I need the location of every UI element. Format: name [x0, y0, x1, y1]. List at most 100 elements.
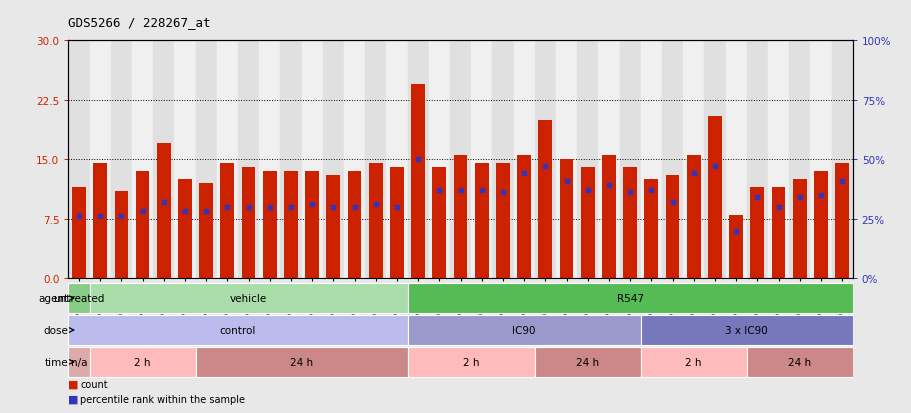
Bar [725, 41, 746, 278]
Bar [432, 168, 445, 278]
Bar [302, 41, 322, 278]
Text: dose: dose [44, 325, 68, 335]
Bar [619, 41, 640, 278]
Bar [640, 41, 661, 278]
Point [558, 178, 573, 185]
Text: n/a: n/a [71, 357, 87, 367]
Bar [492, 41, 513, 278]
Bar [640, 316, 852, 345]
Bar [428, 41, 449, 278]
Text: control: control [220, 325, 256, 335]
Point [664, 199, 679, 206]
Bar [622, 168, 636, 278]
Text: agent: agent [38, 293, 68, 304]
Bar [89, 347, 195, 377]
Text: time: time [45, 357, 68, 367]
Point [326, 204, 341, 211]
Bar [390, 168, 404, 278]
Point [834, 178, 848, 185]
Bar [407, 41, 428, 278]
Bar [262, 172, 276, 278]
Bar [449, 41, 471, 278]
Bar [665, 176, 679, 278]
Bar [241, 168, 255, 278]
Point [622, 190, 637, 196]
Point [262, 204, 277, 211]
Point [537, 164, 552, 170]
Bar [707, 116, 721, 278]
Bar [347, 172, 361, 278]
Point [453, 188, 467, 194]
Bar [110, 41, 132, 278]
Bar [93, 164, 107, 278]
Bar [68, 41, 89, 278]
Point [517, 171, 531, 177]
Point [686, 171, 701, 177]
Bar [153, 41, 174, 278]
Bar [517, 156, 530, 278]
Text: 2 h: 2 h [685, 357, 701, 367]
Bar [640, 347, 746, 377]
Bar [556, 41, 577, 278]
Bar [407, 347, 534, 377]
Point [72, 214, 87, 220]
Point [749, 195, 763, 201]
Text: percentile rank within the sample: percentile rank within the sample [80, 394, 245, 404]
Point [432, 188, 446, 194]
Bar [471, 41, 492, 278]
Text: 24 h: 24 h [576, 357, 599, 367]
Bar [322, 41, 343, 278]
Bar [68, 284, 89, 313]
Bar [746, 347, 852, 377]
Bar [686, 156, 700, 278]
Bar [115, 192, 128, 278]
Bar [280, 41, 302, 278]
Bar [89, 41, 110, 278]
Bar [834, 164, 848, 278]
Point [368, 202, 383, 208]
Point [474, 188, 488, 194]
Bar [682, 41, 703, 278]
Bar [200, 183, 213, 278]
Bar [729, 215, 742, 278]
Text: 3 x IC90: 3 x IC90 [724, 325, 767, 335]
Point [579, 188, 594, 194]
Point [114, 214, 128, 220]
Bar [534, 347, 640, 377]
Bar [537, 120, 552, 278]
Bar [195, 347, 407, 377]
Point [347, 204, 362, 211]
Point [157, 199, 171, 206]
Bar [771, 188, 784, 278]
Bar [496, 164, 509, 278]
Bar [157, 144, 170, 278]
Bar [368, 164, 383, 278]
Point [601, 183, 616, 189]
Bar [89, 284, 407, 313]
Text: IC90: IC90 [512, 325, 536, 335]
Bar [217, 41, 238, 278]
Text: GDS5266 / 228267_at: GDS5266 / 228267_at [68, 16, 210, 29]
Point [813, 192, 827, 199]
Point [771, 204, 785, 211]
Text: 24 h: 24 h [787, 357, 811, 367]
Bar [746, 41, 767, 278]
Point [389, 204, 404, 211]
Bar [72, 188, 86, 278]
Bar [238, 41, 259, 278]
Point [283, 204, 298, 211]
Point [643, 188, 658, 194]
Point [220, 204, 234, 211]
Text: ■: ■ [68, 394, 79, 404]
Bar [559, 160, 573, 278]
Bar [703, 41, 725, 278]
Point [178, 209, 192, 215]
Bar [475, 164, 488, 278]
Text: ■: ■ [68, 379, 79, 389]
Text: R547: R547 [616, 293, 643, 304]
Bar [364, 41, 386, 278]
Point [728, 228, 742, 234]
Bar [598, 41, 619, 278]
Text: 24 h: 24 h [290, 357, 312, 367]
Bar [195, 41, 217, 278]
